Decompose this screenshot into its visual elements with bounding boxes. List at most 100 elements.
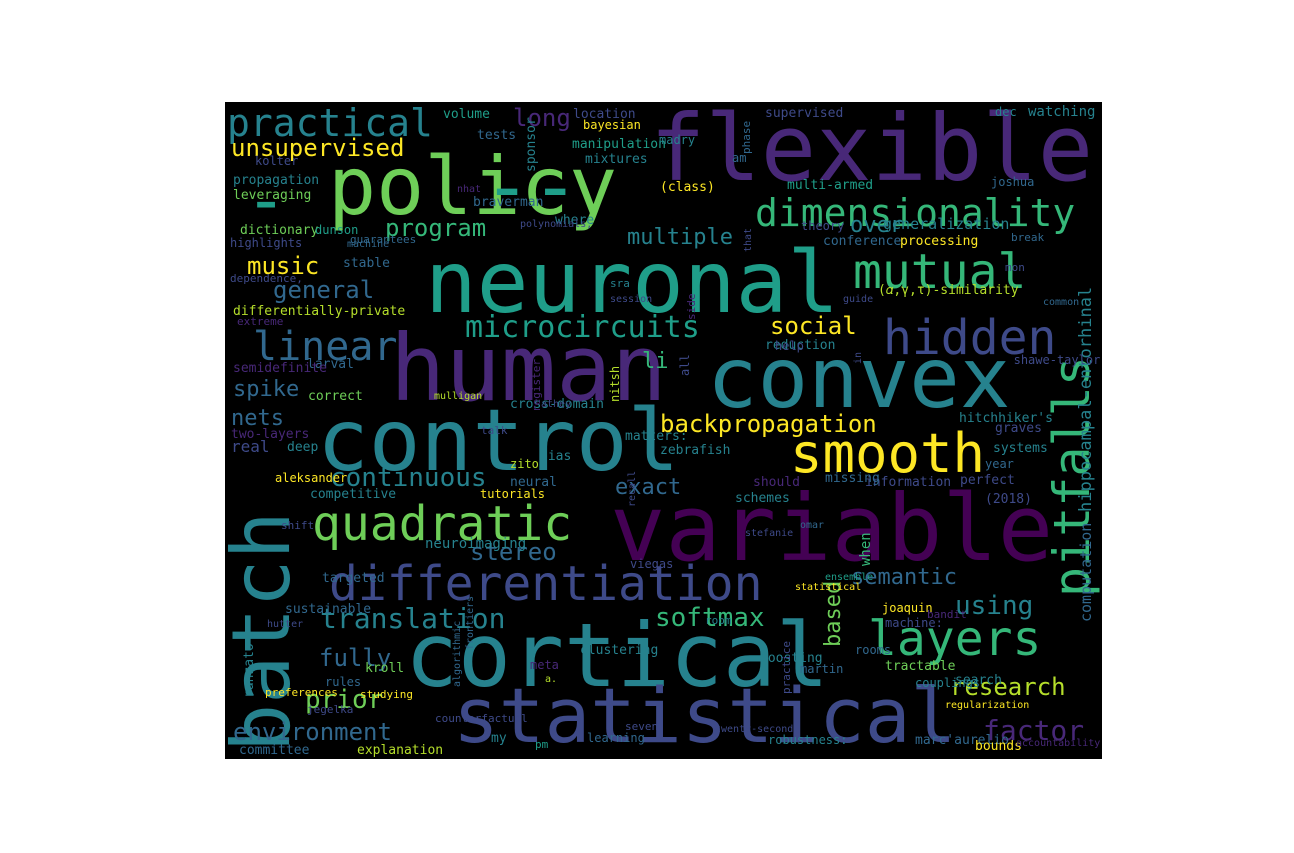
word-140: marc'aurelio: [915, 733, 1009, 748]
word-143: committee: [239, 743, 310, 758]
word-52: leveraging: [233, 188, 311, 203]
word-109: viegas: [630, 557, 673, 571]
word-61: manipulation: [572, 137, 666, 152]
word-150: guarantees: [350, 233, 416, 246]
word-43: long: [513, 104, 571, 132]
word-158: in: [853, 352, 864, 364]
word-89: real: [231, 437, 270, 456]
word-70: joshua: [991, 175, 1034, 189]
word-47: li: [642, 349, 669, 374]
word-25: program: [385, 214, 486, 242]
word-130: studying: [360, 688, 413, 701]
word-31: using: [955, 591, 1033, 621]
word-121: couplings: [915, 676, 980, 690]
word-22: linear: [253, 324, 398, 370]
word-123: tractable: [885, 659, 956, 674]
word-72: conference: [823, 234, 901, 249]
word-142: explanation: [357, 743, 443, 758]
word-175: ensemble: [825, 572, 873, 583]
word-67: (class): [660, 180, 715, 195]
word-168: when: [858, 532, 874, 566]
word-40: factor: [983, 714, 1084, 747]
word-138: learning: [587, 731, 645, 745]
word-50: generalization: [883, 215, 1009, 233]
word-171: frontiers: [465, 596, 476, 650]
word-115: hutter: [267, 619, 303, 630]
word-108: missing: [825, 471, 880, 486]
word-cloud: flexible policy -- - neuronal human convex cont…: [225, 102, 1102, 759]
word-100: aleksander: [275, 471, 347, 485]
word-107: should: [753, 475, 800, 490]
word-58: tests: [477, 128, 516, 143]
word-124: boosting: [760, 651, 823, 666]
word-80: shawe-taylor: [1014, 353, 1101, 367]
word-32: translation: [320, 602, 505, 635]
word-0: flexible: [650, 102, 1093, 202]
word-53: dictionary: [240, 223, 318, 238]
word-36: exact: [615, 475, 681, 500]
word-4: neuronal: [425, 233, 839, 333]
word-60: bayesian: [583, 118, 641, 132]
word-104: perfect: [960, 473, 1015, 488]
word-28: social: [770, 312, 857, 340]
word-2: --: [483, 140, 579, 233]
word-65: watching: [1028, 104, 1095, 120]
word-148: where: [555, 213, 594, 228]
word-167: side: [685, 294, 698, 321]
word-84: mulligan: [434, 391, 482, 402]
word-79: reduction: [765, 338, 835, 353]
word-92: zebrafish: [660, 443, 730, 458]
word-85: cross-domain: [510, 397, 604, 412]
word-49: computation: [1077, 523, 1095, 622]
word-173: twenty-second: [715, 724, 793, 735]
word-87: semidefinite: [233, 361, 327, 376]
word-102: tutorials: [480, 487, 545, 501]
word-42: nets: [231, 406, 284, 431]
word-176: regularization: [945, 700, 1029, 711]
word-86: athey: [541, 399, 571, 410]
word-141: bounds: [975, 739, 1022, 754]
word-164: hitchhiker's: [959, 411, 1053, 426]
word-129: rules: [325, 675, 361, 689]
word-45: over: [850, 213, 903, 238]
word-165: nitsh: [608, 366, 622, 402]
word-83: correct: [308, 389, 363, 404]
word-21: microcircuits: [465, 310, 700, 345]
word-135: a.: [545, 674, 557, 685]
word-71: theory: [801, 219, 844, 233]
word-24: unsupervised: [231, 134, 404, 162]
word-81: differentially-private: [233, 304, 405, 319]
word-106: schemes: [735, 491, 790, 506]
word-132: algorithmic: [452, 621, 463, 687]
word-113: omar: [800, 520, 824, 531]
word-15: pitfalls: [1043, 356, 1101, 597]
word-9: batch: [225, 511, 308, 752]
word-166: all: [678, 354, 692, 376]
word-163: seven: [625, 720, 658, 733]
word-7: control: [317, 391, 679, 491]
word-76: (𝛼,γ,τ)-similarity: [878, 283, 1019, 298]
word-88: two-layers: [231, 427, 309, 442]
word-73: processing: [900, 234, 978, 249]
word-110: neuroimaging: [425, 536, 526, 552]
word-75: mon: [1005, 261, 1025, 274]
word-14: smooth: [790, 422, 985, 485]
word-27: general: [273, 276, 374, 304]
word-174: statistical: [795, 582, 861, 593]
word-8: variable: [610, 475, 1053, 582]
word-30: semantic: [851, 565, 957, 590]
word-152: stable: [343, 256, 390, 271]
word-26: music: [247, 252, 319, 280]
word-160: accountability: [1016, 738, 1100, 749]
word-56: kolter: [255, 154, 298, 168]
word-154: extreme: [237, 315, 283, 328]
word-54: dunson: [315, 223, 358, 237]
word-57: volume: [443, 107, 490, 122]
word-17: mutual: [853, 244, 1026, 300]
word-126: meta: [530, 658, 559, 672]
word-139: robustness:: [768, 733, 847, 747]
word-114: sustainable: [285, 602, 371, 617]
word-12: differentiation: [329, 556, 762, 612]
word-19: layers: [868, 611, 1041, 667]
